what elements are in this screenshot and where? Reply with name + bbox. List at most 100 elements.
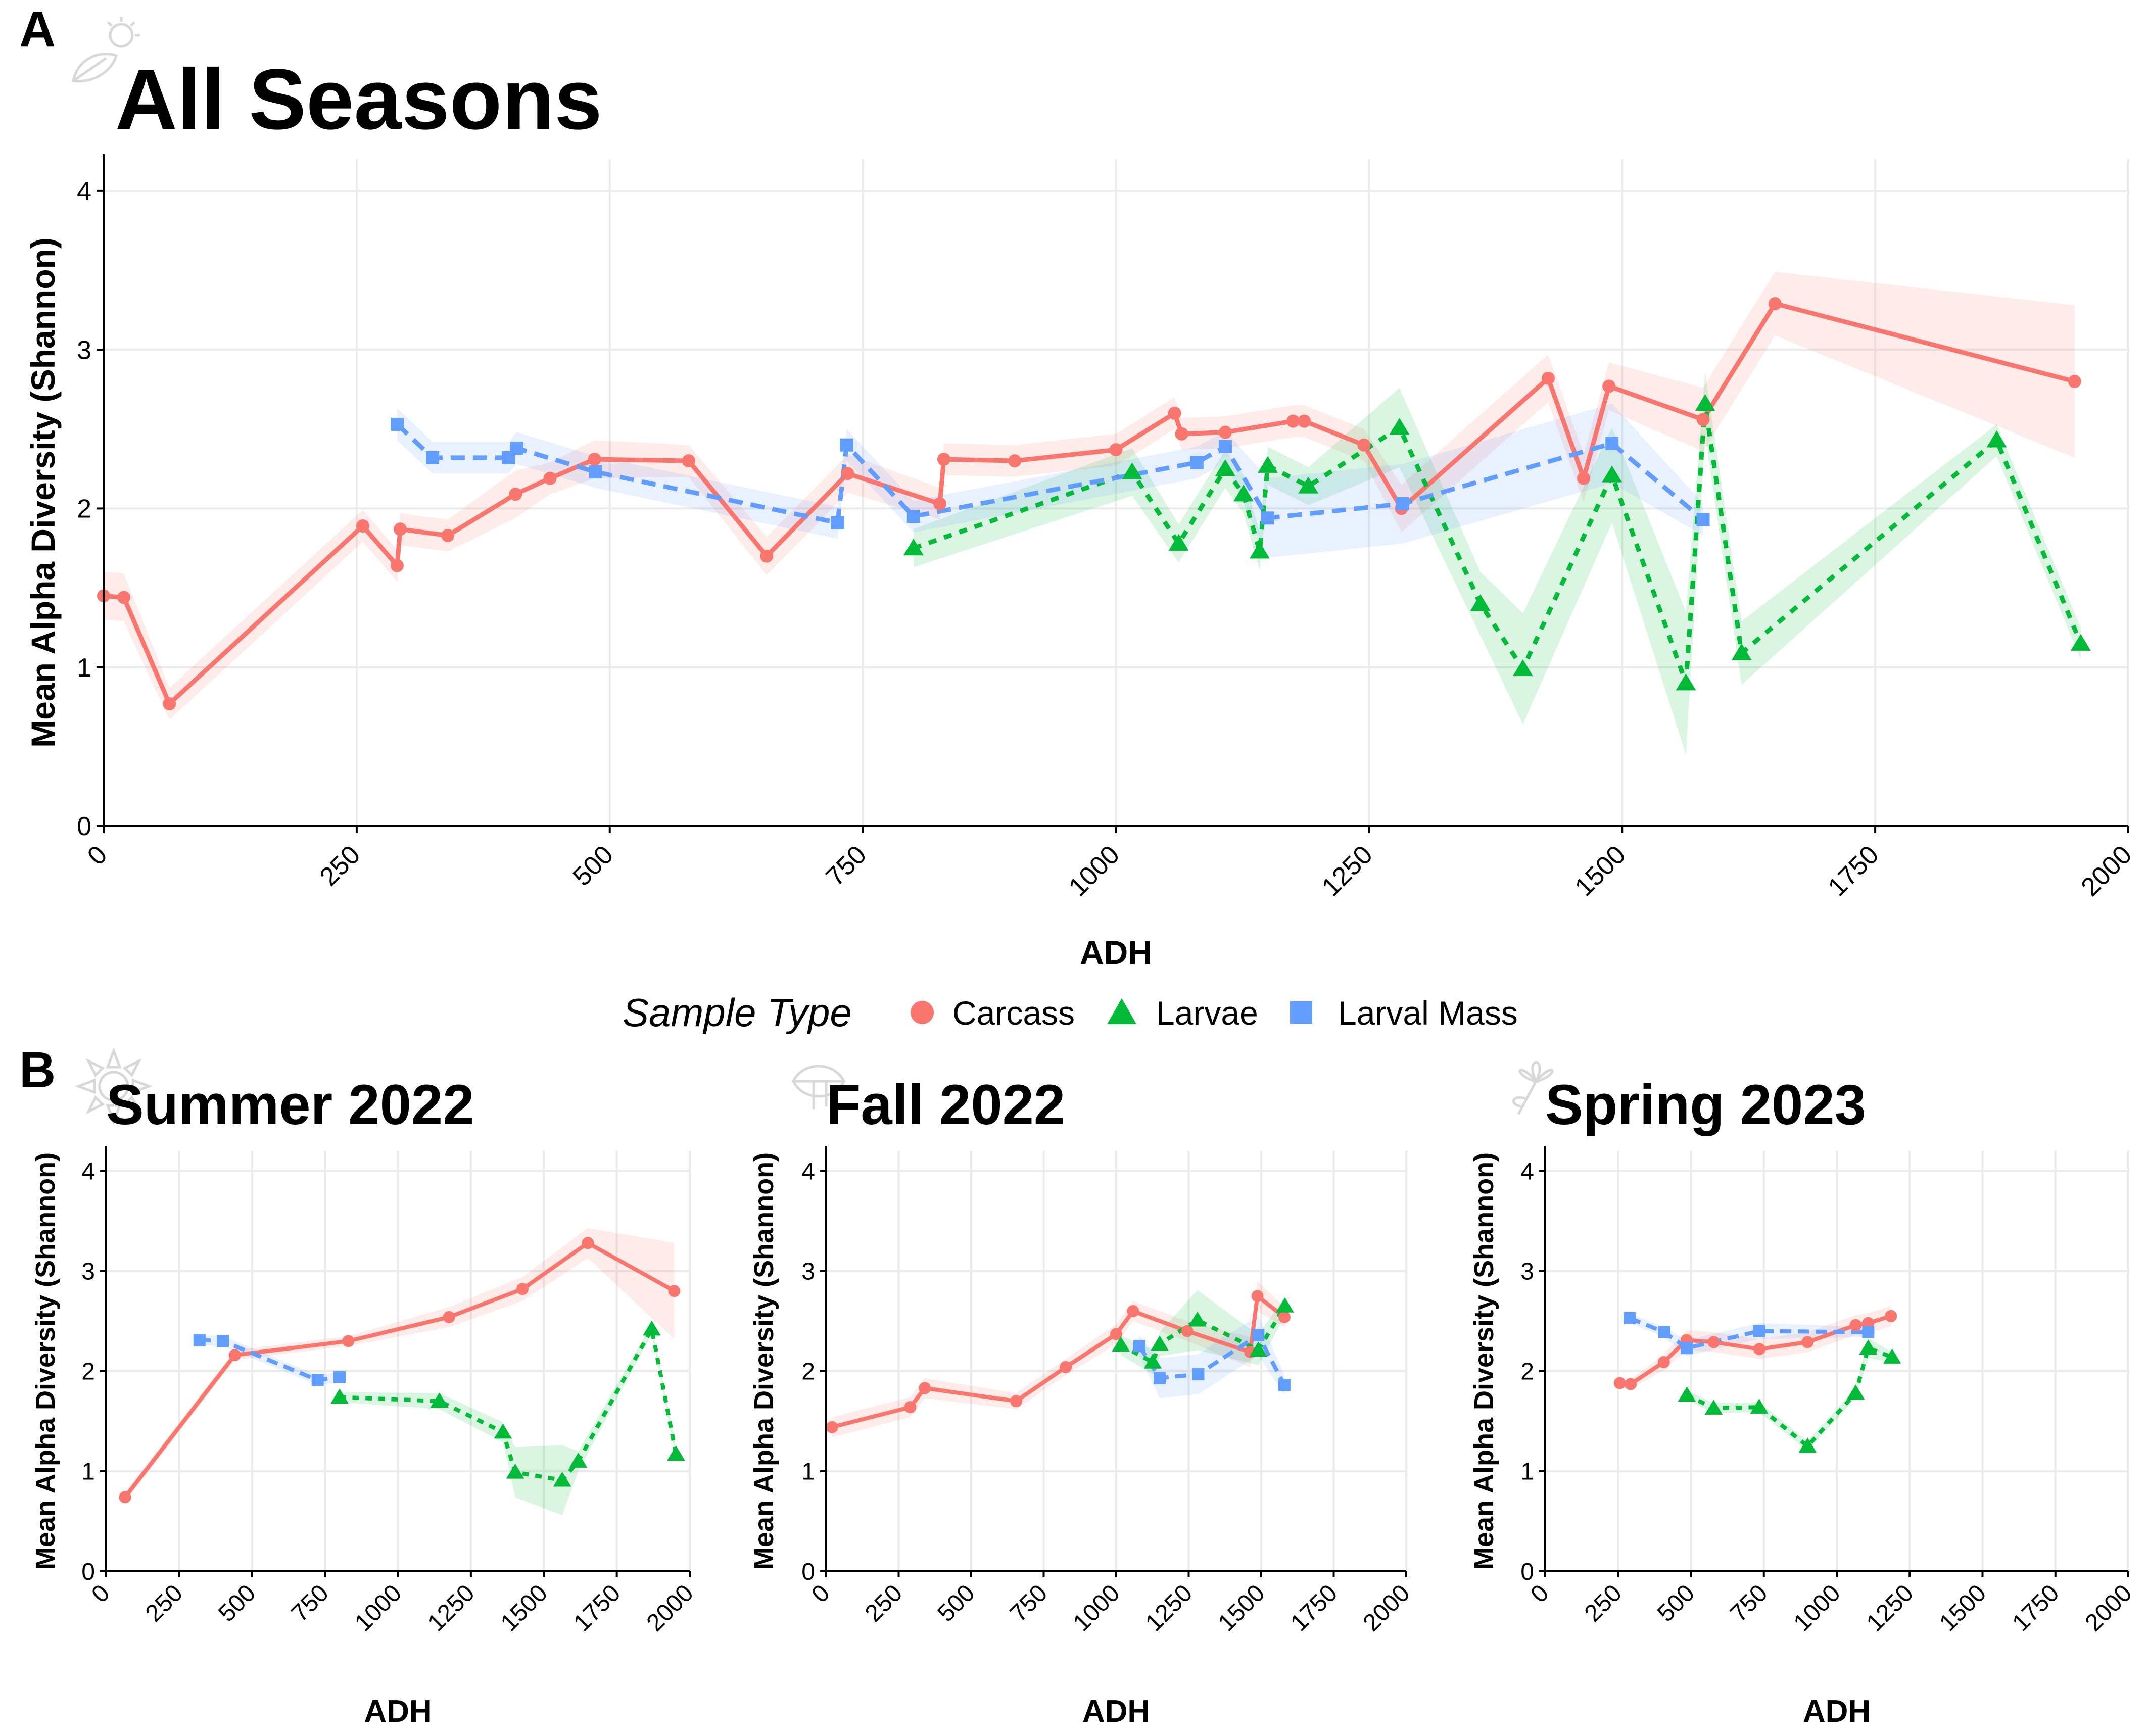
- series-line-carcass: [1619, 1314, 1892, 1386]
- x-tick-label: 1750: [568, 1579, 626, 1636]
- series-line-larvae: [1120, 1305, 1287, 1364]
- data-point-carcass: [441, 528, 455, 542]
- data-point-larvae: [1122, 462, 1142, 479]
- panel-tag-a: A: [19, 1, 56, 58]
- x-tick-label: 1250: [1316, 840, 1378, 902]
- y-tick-label: 2: [81, 1359, 95, 1385]
- x-tick-label: 1250: [1140, 1579, 1198, 1636]
- x-axis-title-spring: ADH: [1803, 1694, 1871, 1729]
- data-point-larval-mass: [906, 510, 920, 523]
- data-point-larvae: [903, 539, 924, 556]
- x-tick-label: 1000: [1068, 1579, 1125, 1636]
- data-point-larvae: [494, 1423, 512, 1439]
- x-tick-label: 1000: [1063, 840, 1125, 902]
- data-point-carcass: [760, 549, 774, 563]
- data-point-larvae: [1151, 1335, 1169, 1351]
- data-point-carcass: [1168, 406, 1181, 420]
- confidence-band-carcass: [832, 1281, 1284, 1437]
- data-point-carcass: [394, 522, 407, 536]
- legend-key-larval-mass: [1290, 1001, 1312, 1024]
- data-point-larvae: [506, 1463, 524, 1479]
- series-line-larval-mass: [395, 422, 1705, 525]
- panel-all-seasons: All Seasons 0 1 2 3 4 0 250 500 750 1000 1250 1500 17…: [24, 52, 2137, 971]
- data-point-larval-mass: [1396, 497, 1409, 510]
- y-tick-label: 0: [81, 1559, 95, 1585]
- data-point-carcass: [904, 1401, 917, 1414]
- y-tick-label: 2: [77, 495, 91, 524]
- data-point-larval-mass: [1681, 1342, 1693, 1355]
- y-axis-title-fall: Mean Alpha Diversity (Shannon): [749, 1152, 779, 1570]
- data-point-larvae: [1602, 465, 1622, 483]
- data-point-carcass: [1801, 1336, 1814, 1348]
- data-point-carcass: [1175, 427, 1188, 441]
- x-tick-label: 1750: [1285, 1579, 1343, 1636]
- data-point-larvae: [1846, 1384, 1865, 1400]
- panel-tag-b: B: [19, 1042, 56, 1098]
- y-tick-label: 3: [77, 335, 91, 365]
- confidence-band-carcass: [104, 272, 2075, 720]
- x-tick-label: 1500: [1213, 1579, 1270, 1636]
- data-point-larvae: [1233, 485, 1254, 502]
- data-point-carcass: [509, 488, 522, 501]
- data-point-carcass: [443, 1311, 455, 1323]
- legend-item-larval-mass: Larval Mass: [1290, 994, 1518, 1032]
- data-point-larvae: [667, 1445, 685, 1461]
- data-point-larvae: [1250, 542, 1270, 559]
- data-point-carcass: [937, 453, 950, 466]
- confidence-band-larval-mass: [397, 404, 1703, 558]
- data-point-larval-mass: [510, 442, 523, 455]
- data-point-carcass: [1298, 414, 1311, 428]
- data-point-larvae: [1258, 456, 1278, 473]
- panel-title-spring: Spring 2023: [1545, 1073, 1866, 1136]
- confidence-band-larvae: [913, 372, 2081, 755]
- y-axis-title-summer: Mean Alpha Diversity (Shannon): [30, 1152, 61, 1570]
- data-point-carcass: [1357, 438, 1371, 452]
- y-tick-label: 3: [801, 1259, 815, 1285]
- x-tick-label: 1000: [1789, 1579, 1846, 1636]
- data-point-carcass: [516, 1283, 529, 1295]
- data-point-carcass: [826, 1421, 838, 1433]
- data-point-larval-mass: [391, 417, 404, 431]
- grid-fall: [825, 1151, 1407, 1572]
- data-point-larval-mass: [1154, 1372, 1166, 1384]
- data-point-carcass: [342, 1335, 355, 1347]
- data-point-larval-mass: [1252, 1329, 1265, 1341]
- x-tick-label: 250: [1580, 1579, 1627, 1627]
- data-point-larval-mass: [840, 438, 853, 452]
- panel-title-all: All Seasons: [115, 52, 602, 148]
- grid-summer: [105, 1151, 691, 1572]
- x-tick-label: 750: [287, 1579, 334, 1627]
- y-tick-label: 0: [77, 812, 91, 841]
- data-point-larval-mass: [831, 516, 844, 529]
- data-point-larval-mass: [311, 1374, 324, 1386]
- panel-title-summer: Summer 2022: [106, 1073, 474, 1136]
- y-tick-label: 3: [81, 1259, 95, 1285]
- legend-item-carcass: Carcass: [911, 994, 1075, 1032]
- data-point-larval-mass: [1278, 1379, 1291, 1391]
- series-line-carcass: [123, 1241, 676, 1499]
- data-point-larvae: [1168, 534, 1189, 551]
- data-point-carcass: [1707, 1336, 1720, 1348]
- data-point-carcass: [919, 1382, 931, 1394]
- legend-item-larvae: Larvae: [1107, 994, 1258, 1032]
- panel-title-fall: Fall 2022: [826, 1073, 1065, 1136]
- data-point-larval-mass: [1624, 1312, 1636, 1324]
- data-point-carcass: [543, 471, 557, 485]
- data-point-larvae: [1883, 1348, 1901, 1364]
- data-point-larvae: [1298, 476, 1319, 494]
- x-tick-label: 750: [821, 840, 872, 892]
- x-tick-label: 1750: [2007, 1579, 2064, 1636]
- data-point-larvae: [1470, 594, 1491, 611]
- data-point-larvae: [1215, 459, 1235, 476]
- legend-key-larvae: [1107, 998, 1136, 1024]
- data-point-carcass: [1286, 414, 1300, 428]
- data-point-larvae: [643, 1320, 661, 1336]
- data-point-larval-mass: [1696, 513, 1710, 526]
- confidence-band-larvae: [1121, 1290, 1285, 1374]
- legend-label-larval-mass: Larval Mass: [1338, 994, 1518, 1032]
- data-point-carcass: [933, 497, 946, 510]
- data-point-carcass: [1753, 1343, 1766, 1356]
- x-tick-label: 500: [567, 840, 619, 892]
